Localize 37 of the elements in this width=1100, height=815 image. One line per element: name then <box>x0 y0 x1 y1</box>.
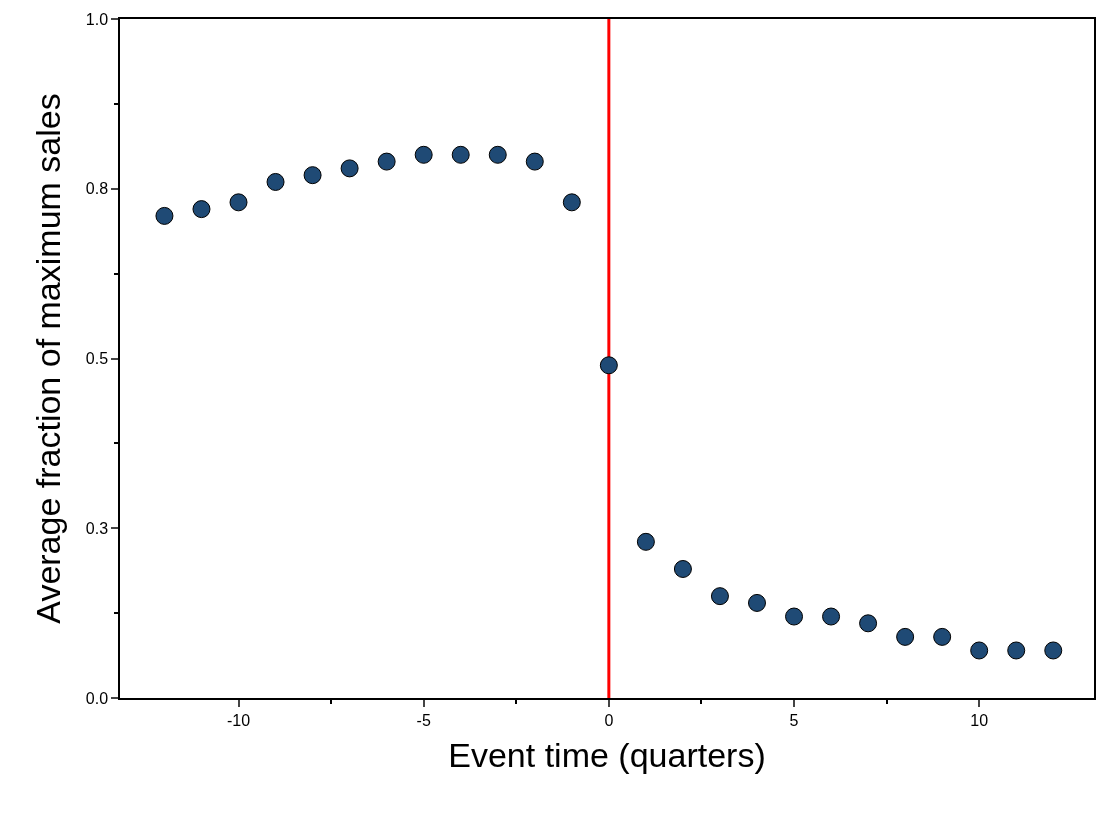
point <box>822 607 841 626</box>
point <box>1007 641 1026 660</box>
y-tick-label: 0.8 <box>85 180 109 198</box>
point <box>525 152 544 171</box>
point <box>229 193 248 212</box>
y-tick-label: 0.5 <box>85 350 109 368</box>
y-axis-title: Average fraction of maximum sales <box>28 93 67 624</box>
point <box>896 627 915 646</box>
point <box>748 593 766 612</box>
point <box>1044 641 1063 660</box>
y-tick-label: 0.0 <box>85 689 109 707</box>
point <box>599 356 618 375</box>
x-axis-title: Event time (quarters) <box>448 735 766 774</box>
x-tick-label: 0 <box>604 711 614 729</box>
x-tick-label: -5 <box>416 711 431 729</box>
point <box>451 145 470 164</box>
point <box>562 193 581 212</box>
point <box>933 627 952 646</box>
point <box>636 532 655 551</box>
point <box>377 152 396 171</box>
point <box>785 607 804 626</box>
point <box>155 206 174 225</box>
point <box>303 166 322 185</box>
point <box>414 145 433 164</box>
y-tick-label: 0.3 <box>85 519 109 537</box>
point <box>266 172 285 191</box>
point <box>859 614 878 633</box>
point <box>488 145 507 164</box>
y-tick-label: 1.0 <box>85 10 109 28</box>
point <box>970 641 989 660</box>
point <box>710 587 729 606</box>
point <box>340 159 359 178</box>
x-tick-label: 5 <box>789 711 799 729</box>
point <box>192 200 211 219</box>
x-tick-label: 10 <box>970 711 989 729</box>
point <box>673 559 692 578</box>
x-tick-label: -10 <box>226 711 251 729</box>
